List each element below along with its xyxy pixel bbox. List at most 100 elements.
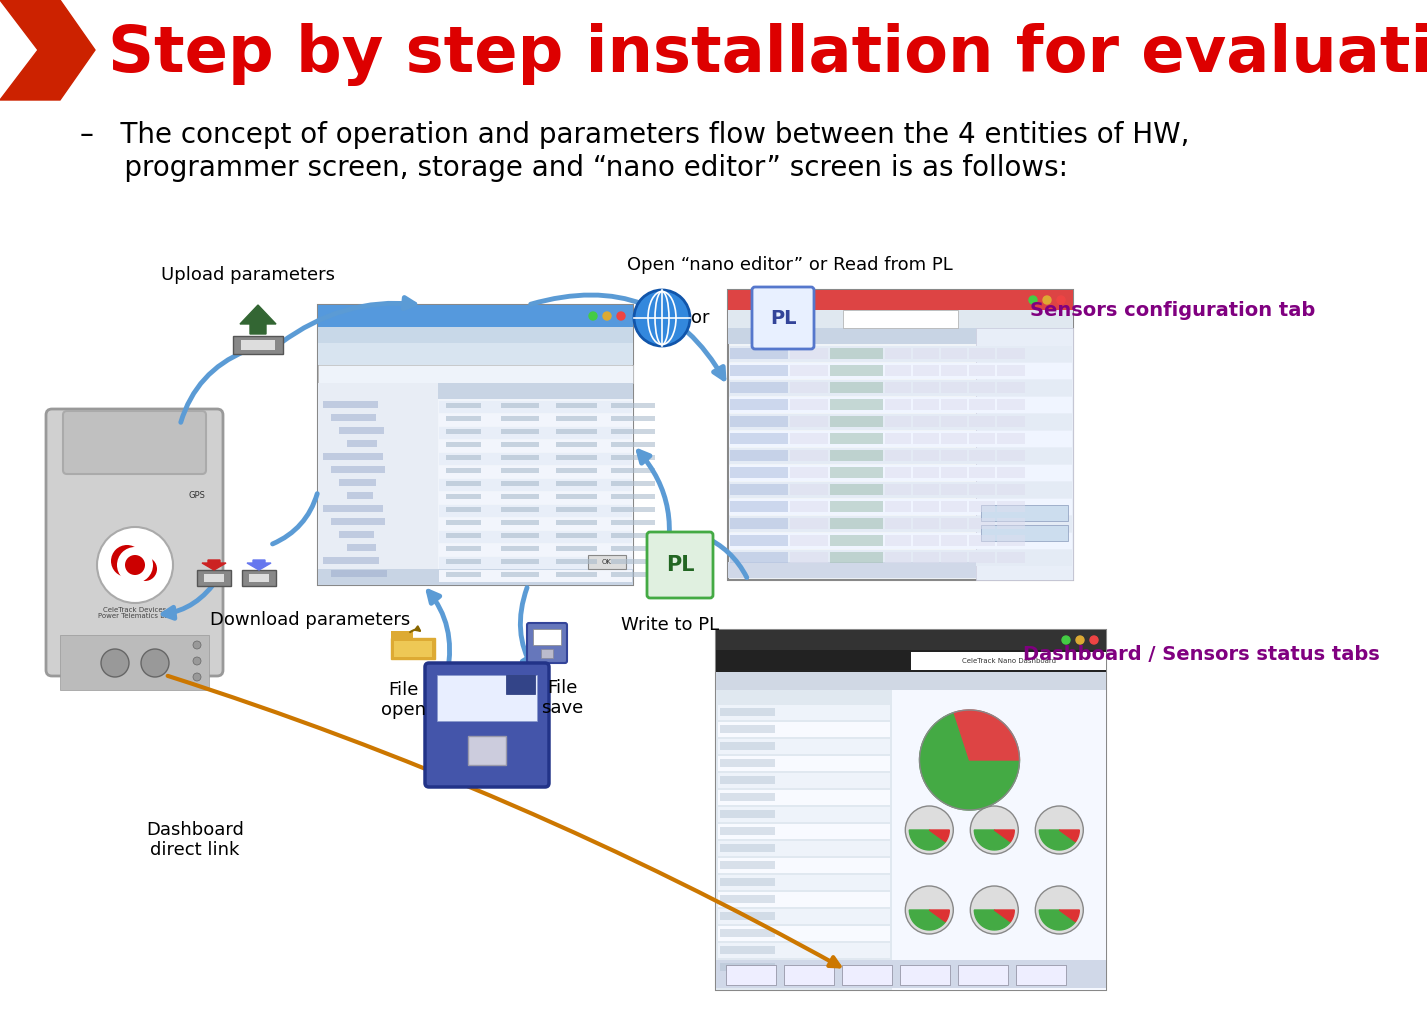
Bar xyxy=(729,482,1072,498)
Bar xyxy=(721,946,775,954)
Bar xyxy=(721,742,775,750)
Bar xyxy=(791,535,828,546)
Bar xyxy=(438,401,632,412)
Bar xyxy=(588,555,626,569)
Bar xyxy=(940,365,968,376)
Text: –   The concept of operation and parameters flow between the 4 entities of HW,: – The concept of operation and parameter… xyxy=(80,121,1190,149)
Bar xyxy=(340,531,378,538)
Text: Download parameters: Download parameters xyxy=(210,611,410,629)
Bar xyxy=(997,433,1025,444)
Bar xyxy=(731,535,788,546)
Circle shape xyxy=(1036,886,1083,934)
Bar xyxy=(501,481,539,486)
Bar xyxy=(721,759,775,767)
Bar xyxy=(445,403,481,408)
Bar xyxy=(233,336,283,354)
Bar xyxy=(323,505,380,512)
Bar xyxy=(843,310,958,328)
Bar xyxy=(982,525,1067,541)
Bar xyxy=(347,492,372,499)
Bar xyxy=(445,546,481,551)
Polygon shape xyxy=(1039,830,1076,850)
Bar xyxy=(729,346,1072,362)
Bar xyxy=(885,535,910,546)
Bar xyxy=(318,305,634,327)
Bar xyxy=(318,305,634,585)
Bar xyxy=(885,433,910,444)
Bar xyxy=(438,518,632,530)
Bar xyxy=(611,455,655,460)
Bar xyxy=(718,705,889,720)
Bar xyxy=(445,494,481,499)
Bar xyxy=(885,365,910,376)
Bar xyxy=(726,965,776,985)
Bar xyxy=(783,965,833,985)
Polygon shape xyxy=(247,560,271,570)
Bar xyxy=(611,572,655,577)
Bar xyxy=(318,343,634,365)
Bar xyxy=(729,550,1072,566)
Bar xyxy=(501,403,539,408)
Bar xyxy=(969,365,995,376)
Bar xyxy=(831,467,883,478)
Bar xyxy=(885,416,910,427)
Bar xyxy=(721,912,775,920)
Bar xyxy=(721,827,775,835)
Bar xyxy=(555,520,596,525)
Polygon shape xyxy=(909,830,946,850)
Text: PL: PL xyxy=(666,555,695,575)
Text: or: or xyxy=(691,309,709,327)
Circle shape xyxy=(905,886,953,934)
Circle shape xyxy=(1036,806,1083,854)
Bar xyxy=(716,630,1106,990)
Bar xyxy=(885,348,910,359)
Bar xyxy=(501,507,539,512)
Bar xyxy=(555,494,596,499)
Bar xyxy=(721,776,775,784)
Bar xyxy=(997,382,1025,393)
Bar xyxy=(323,453,375,460)
Bar xyxy=(721,895,775,903)
Bar xyxy=(323,557,380,564)
Circle shape xyxy=(634,290,691,346)
Bar xyxy=(731,416,788,427)
Bar xyxy=(501,559,539,564)
Bar xyxy=(501,520,539,525)
Text: Dashboard
direct link: Dashboard direct link xyxy=(146,821,244,860)
Bar xyxy=(731,484,788,495)
Bar xyxy=(555,559,596,564)
Bar xyxy=(501,429,539,434)
Polygon shape xyxy=(203,560,225,570)
Bar xyxy=(728,310,1073,328)
Bar xyxy=(445,416,481,421)
Text: PL: PL xyxy=(769,309,796,327)
Text: File
open: File open xyxy=(381,681,425,719)
Bar xyxy=(611,546,655,551)
Text: Step by step installation for evaluation: Step by step installation for evaluation xyxy=(108,23,1427,86)
Bar xyxy=(913,552,939,563)
Bar xyxy=(791,467,828,478)
FancyBboxPatch shape xyxy=(527,623,567,663)
Bar xyxy=(831,552,883,563)
FancyBboxPatch shape xyxy=(63,411,205,474)
Bar xyxy=(721,793,775,801)
Bar xyxy=(718,892,889,907)
Bar xyxy=(718,722,889,737)
Bar xyxy=(394,641,432,657)
Bar xyxy=(731,450,788,461)
Bar xyxy=(885,501,910,512)
Bar xyxy=(729,363,1072,379)
Bar xyxy=(718,807,889,822)
Bar xyxy=(241,340,275,350)
Bar xyxy=(731,433,788,444)
Bar xyxy=(940,416,968,427)
Bar xyxy=(969,382,995,393)
Bar xyxy=(913,382,939,393)
Bar xyxy=(913,433,939,444)
Bar xyxy=(611,533,655,538)
Bar xyxy=(445,429,481,434)
Bar xyxy=(438,570,632,582)
Bar xyxy=(940,535,968,546)
Bar xyxy=(913,450,939,461)
Bar xyxy=(729,499,1072,515)
